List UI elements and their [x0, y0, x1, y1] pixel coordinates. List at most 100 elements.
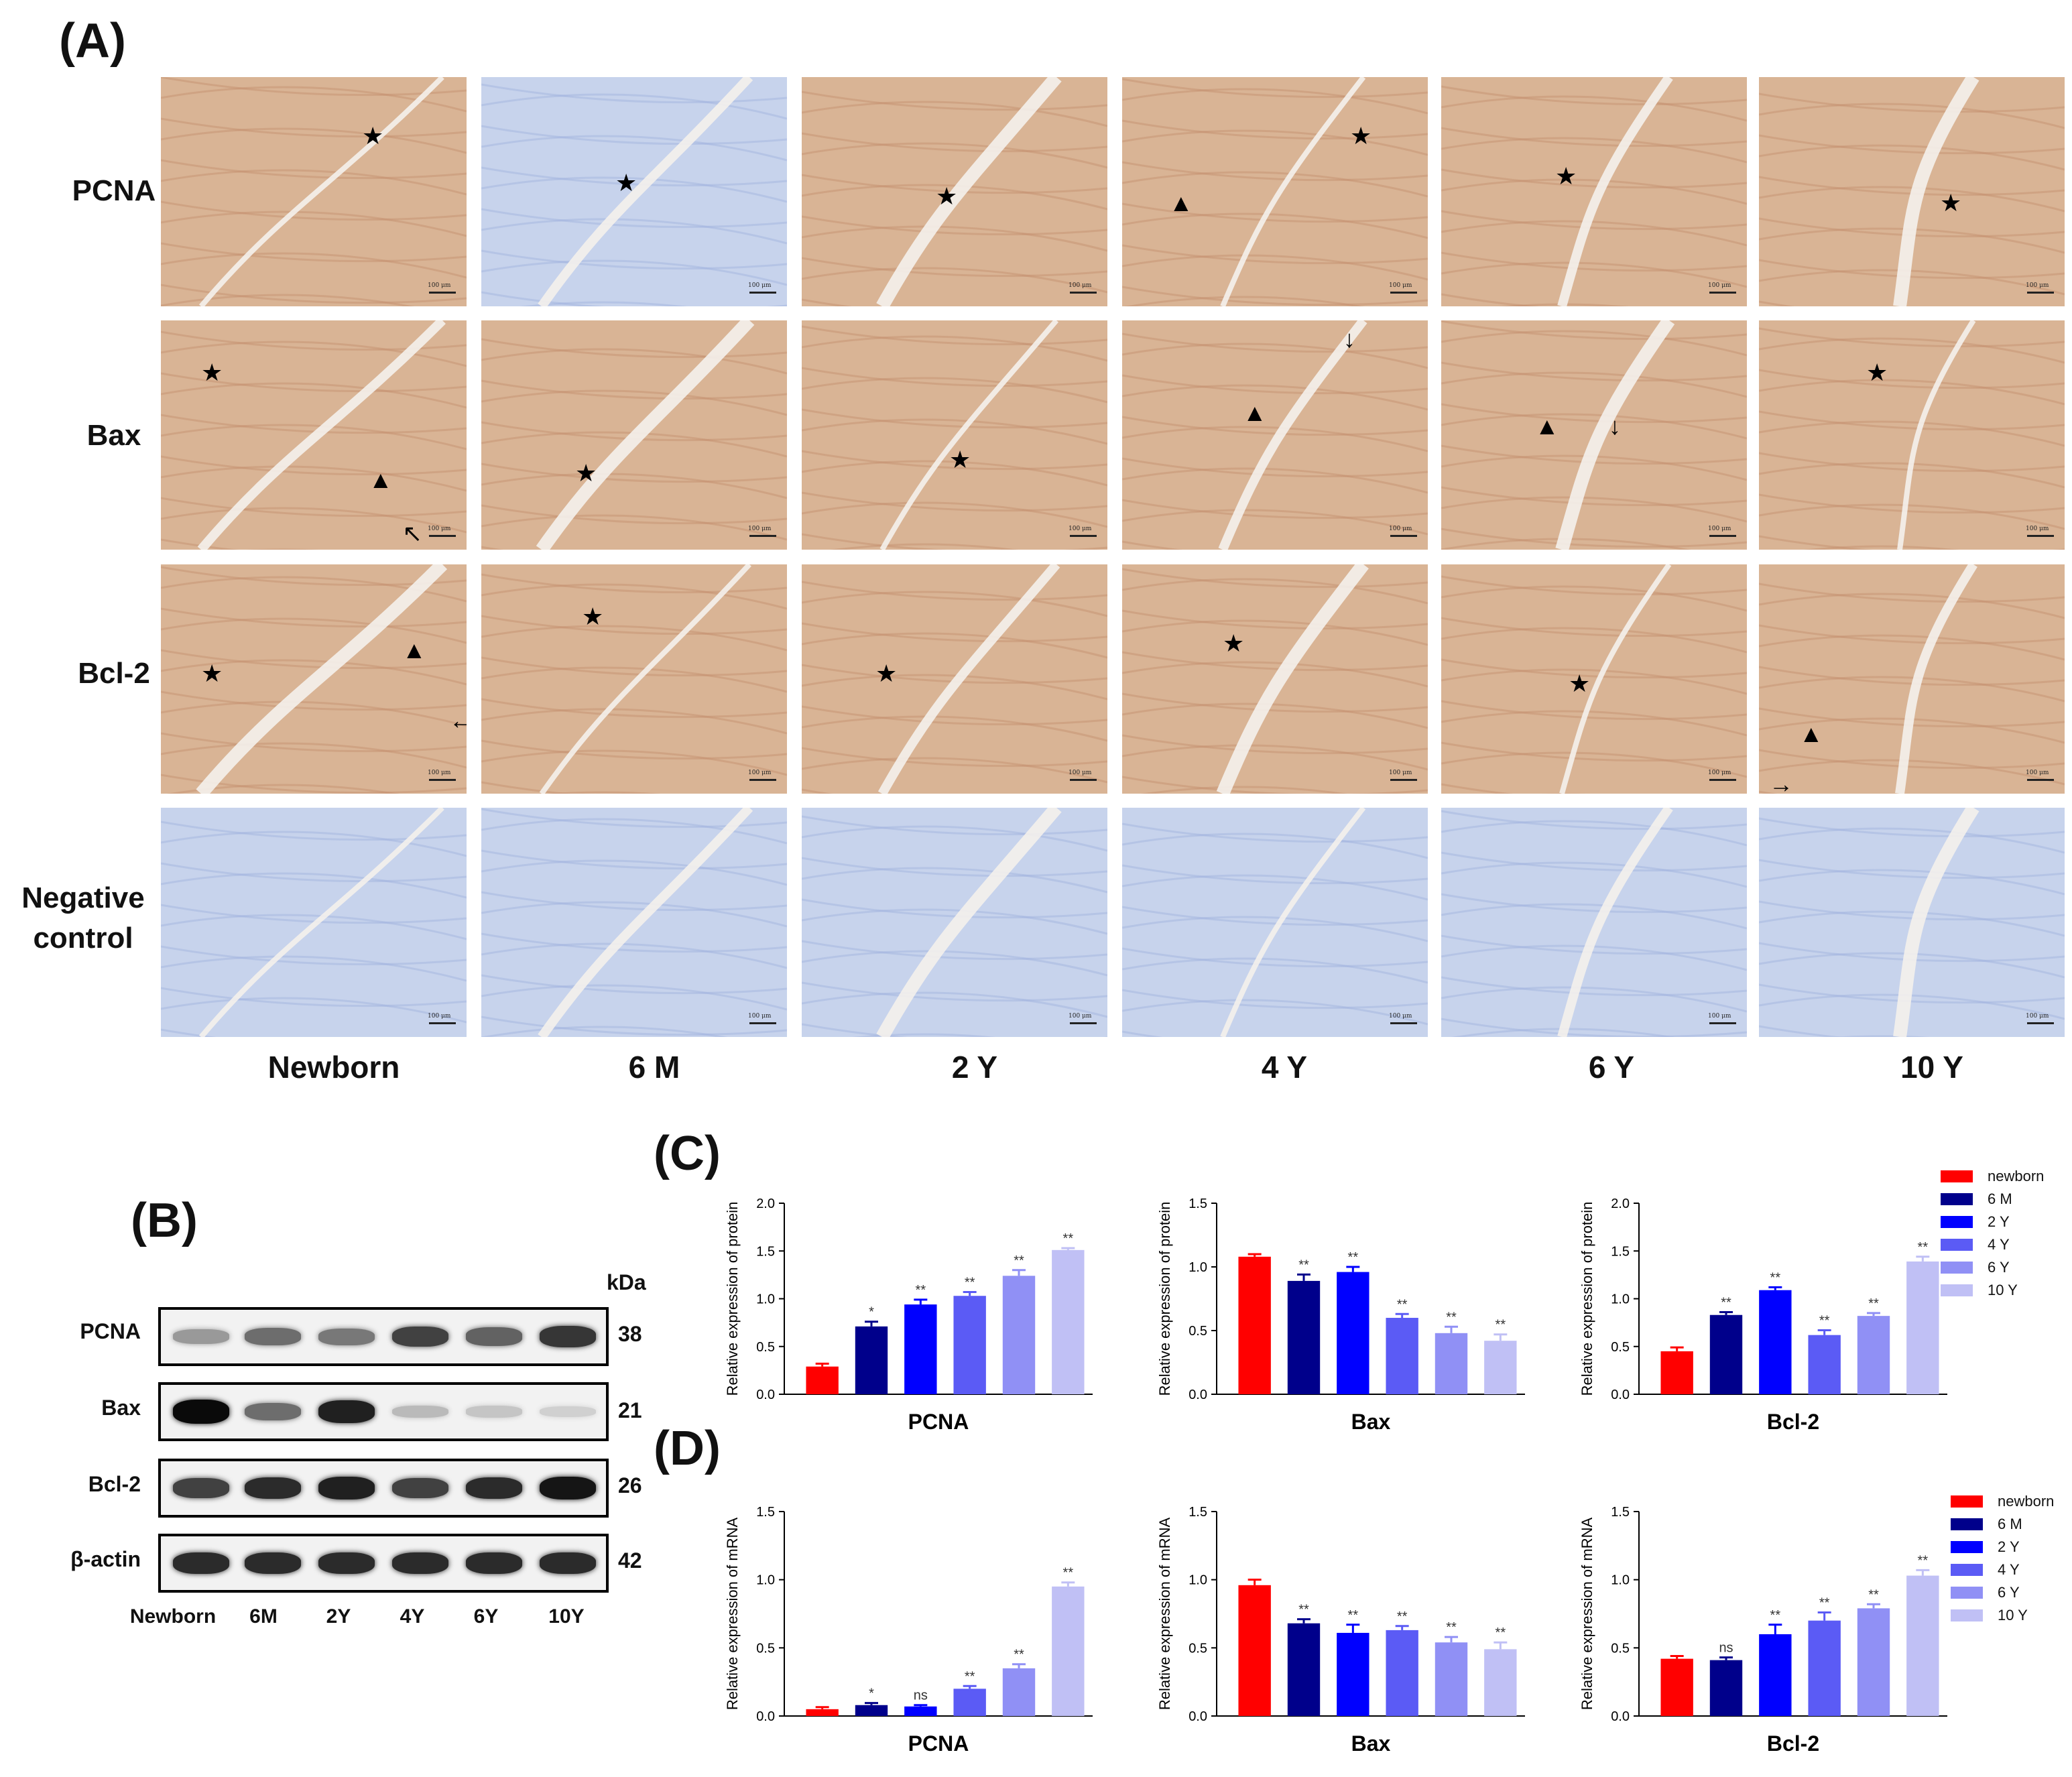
- triangle-marker-icon: ▲: [1799, 720, 1823, 747]
- y-tick-label: 2.0: [1611, 1197, 1630, 1211]
- scale-bar-label: 100 μm: [2026, 1013, 2049, 1020]
- scale-bar: [749, 535, 776, 537]
- significance-label: **: [1348, 1608, 1359, 1623]
- scale-bar: [749, 292, 776, 294]
- legend-text: 6 Y: [1998, 1584, 2020, 1601]
- star-marker-icon: ★: [615, 169, 637, 196]
- scale-bar-label: 100 μm: [748, 770, 772, 776]
- legend-text: 2 Y: [1988, 1213, 2010, 1230]
- significance-label: **: [916, 1283, 926, 1298]
- y-tick-label: 1.0: [1611, 1292, 1630, 1307]
- scale-bar-label: 100 μm: [1389, 770, 1412, 776]
- scale-bar-label: 100 μm: [428, 526, 451, 532]
- scale-bar-label: 100 μm: [428, 1013, 451, 1020]
- blot-band: [466, 1327, 522, 1346]
- ihc-tile: 100 μm ★: [1122, 564, 1428, 794]
- blot-band: [245, 1552, 301, 1575]
- triangle-marker-icon: ▲: [1243, 399, 1267, 426]
- triangle-marker-icon: ▲: [369, 466, 393, 493]
- ihc-row-label-negative-control: Negative control: [9, 878, 157, 959]
- significance-label: **: [1868, 1296, 1879, 1311]
- blot-label-pcna: PCNA: [80, 1319, 141, 1343]
- blot-band: [392, 1326, 448, 1347]
- blot-band: [245, 1402, 301, 1421]
- legend-swatch: [1941, 1216, 1973, 1228]
- legend-text: 4 Y: [1988, 1236, 2010, 1253]
- y-tick-label: 0.5: [1189, 1324, 1207, 1339]
- ihc-tile: 100 μm ★: [802, 564, 1107, 794]
- bar: [1386, 1318, 1418, 1394]
- y-tick-label: 0.5: [756, 1340, 775, 1355]
- lane-label-6y: 6Y: [473, 1605, 499, 1628]
- ihc-tile: 100 μm: [1441, 808, 1747, 1037]
- bar: [1002, 1276, 1036, 1394]
- y-tick-label: 0.0: [756, 1709, 775, 1724]
- ihc-tile: 100 μm ▲ ↓: [1441, 320, 1747, 550]
- significance-label: **: [1014, 1648, 1024, 1662]
- bar: [1484, 1341, 1517, 1394]
- scale-bar: [429, 535, 456, 537]
- scale-bar-label: 100 μm: [1708, 1013, 1731, 1020]
- blot-band: [392, 1477, 448, 1499]
- scale-bar: [749, 1022, 776, 1024]
- legend-swatch: [1941, 1193, 1973, 1205]
- scale-bar: [1070, 779, 1097, 781]
- blot-band: [466, 1477, 522, 1499]
- bar: [1484, 1649, 1517, 1716]
- scale-bar: [2027, 1022, 2054, 1024]
- significance-label: **: [1397, 1297, 1408, 1312]
- bar: [1857, 1316, 1890, 1394]
- legend-swatch: [1951, 1587, 1983, 1599]
- bar: [1002, 1668, 1036, 1716]
- ihc-tile: 100 μm ★: [802, 320, 1107, 550]
- blot-band: [540, 1552, 596, 1575]
- blot-band: [392, 1552, 448, 1575]
- y-tick-label: 1.5: [1611, 1505, 1630, 1520]
- bar: [1857, 1608, 1890, 1716]
- significance-label: **: [1063, 1566, 1074, 1581]
- lane-label-newborn: Newborn: [129, 1605, 217, 1628]
- y-tick-label: 1.5: [1189, 1505, 1207, 1520]
- scale-bar-label: 100 μm: [748, 1013, 772, 1020]
- y-tick-label: 1.0: [1189, 1573, 1207, 1588]
- significance-label: ns: [914, 1689, 928, 1703]
- significance-label: **: [965, 1669, 975, 1684]
- star-marker-icon: ★: [875, 660, 898, 687]
- star-marker-icon: ★: [949, 446, 971, 473]
- chart-protein-bax: 0.0 0.5 1.0 1.5 Relative expression of prote…: [1156, 1197, 1525, 1434]
- arrow-marker-icon: →: [1769, 770, 1793, 794]
- significance-label: **: [1496, 1318, 1506, 1333]
- significance-label: **: [1868, 1587, 1879, 1602]
- legend-item-10y: 10 Y: [1951, 1605, 2072, 1626]
- ihc-col-label-6m: 6 M: [628, 1050, 680, 1085]
- triangle-marker-icon: ▲: [402, 636, 426, 664]
- ihc-tile: 100 μm ★: [481, 320, 787, 550]
- significance-label: ns: [1719, 1641, 1733, 1656]
- bar: [1906, 1261, 1939, 1394]
- scale-bar-label: 100 μm: [1708, 282, 1731, 289]
- negative-line-1: Negative: [21, 881, 145, 914]
- triangle-marker-icon: ▲: [1535, 412, 1559, 440]
- star-marker-icon: ★: [575, 459, 597, 487]
- legend-swatch: [1951, 1518, 1983, 1530]
- y-tick-label: 1.0: [1189, 1260, 1207, 1275]
- kda-label: kDa: [607, 1270, 646, 1294]
- y-tick-label: 1.5: [1611, 1244, 1630, 1259]
- x-axis-title: Bax: [1351, 1410, 1391, 1434]
- scale-bar-label: 100 μm: [748, 526, 772, 532]
- blot-band: [466, 1406, 522, 1418]
- bar: [1386, 1630, 1418, 1716]
- scale-bar-label: 100 μm: [2026, 770, 2049, 776]
- star-marker-icon: ★: [1350, 122, 1372, 149]
- star-marker-icon: ★: [1866, 359, 1888, 386]
- star-marker-icon: ★: [201, 359, 223, 386]
- scale-bar: [429, 779, 456, 781]
- significance-label: **: [1446, 1620, 1457, 1635]
- scale-bar: [429, 1022, 456, 1024]
- legend-swatch: [1951, 1495, 1983, 1508]
- panel-label-d: (D): [654, 1422, 721, 1475]
- y-tick-label: 0.5: [756, 1641, 775, 1656]
- scale-bar: [1709, 1022, 1736, 1024]
- star-marker-icon: ★: [1223, 629, 1245, 657]
- panel-label-a: (A): [59, 14, 126, 68]
